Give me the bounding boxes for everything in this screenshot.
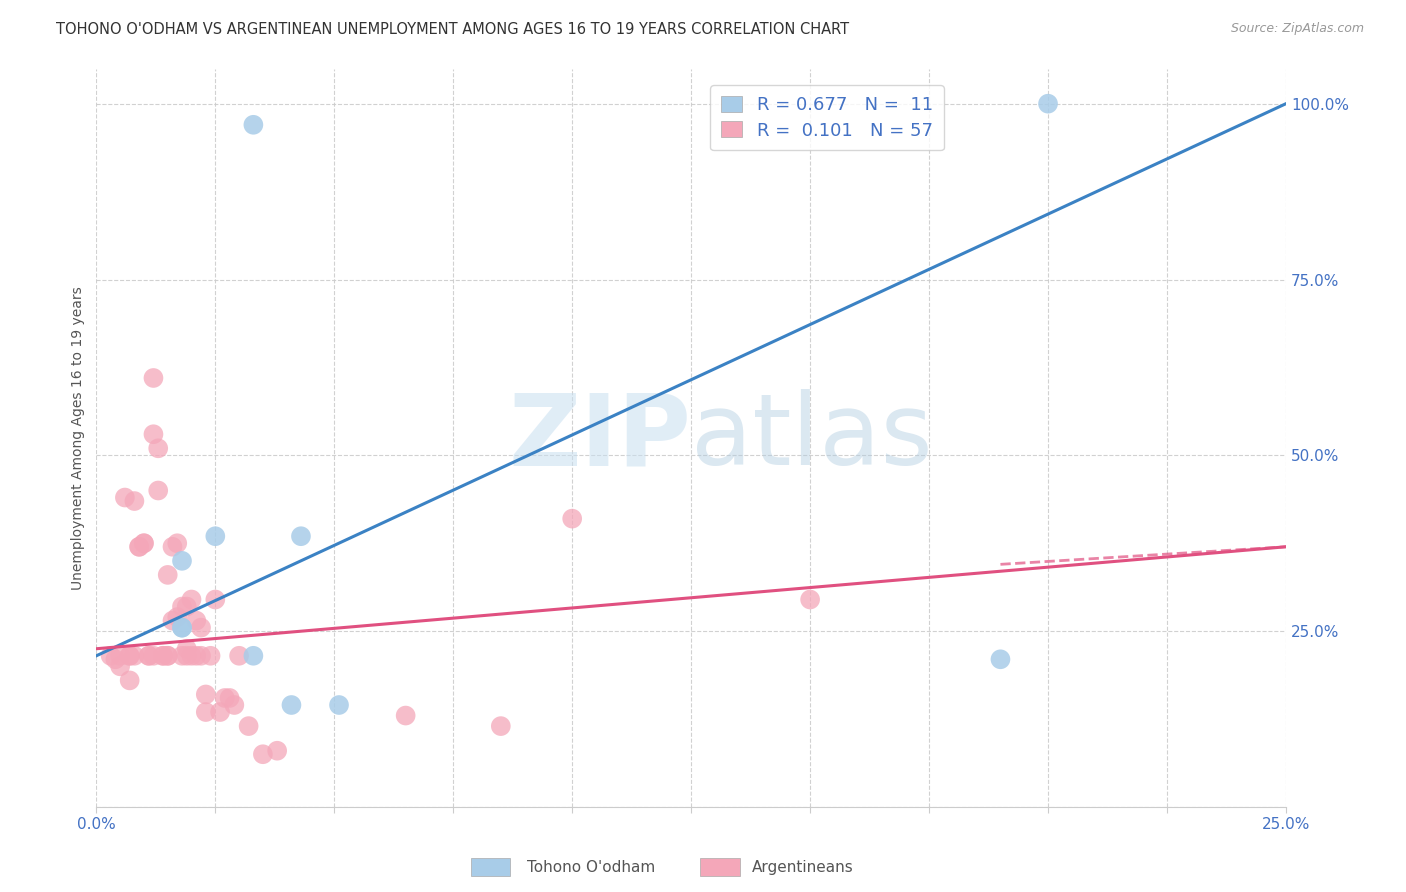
Text: Source: ZipAtlas.com: Source: ZipAtlas.com: [1230, 22, 1364, 36]
Point: [186, 648, 208, 663]
Point: [204, 592, 226, 607]
Point: [176, 641, 198, 656]
Point: [209, 705, 232, 719]
Point: [124, 648, 146, 663]
Point: [242, 648, 264, 663]
Point: [290, 529, 312, 543]
Point: [142, 427, 165, 442]
Point: [190, 621, 212, 635]
Point: [238, 719, 260, 733]
Point: [186, 614, 208, 628]
Point: [156, 568, 179, 582]
Text: TOHONO O'ODHAM VS ARGENTINEAN UNEMPLOYMENT AMONG AGES 16 TO 19 YEARS CORRELATION: TOHONO O'ODHAM VS ARGENTINEAN UNEMPLOYME…: [56, 22, 849, 37]
Point: [1036, 96, 1059, 111]
Point: [561, 511, 583, 525]
Point: [128, 540, 150, 554]
Text: Tohono O'odham: Tohono O'odham: [527, 860, 655, 874]
Point: [190, 648, 212, 663]
Point: [152, 648, 174, 663]
Legend: R = 0.677   N =  11, R =  0.101   N = 57: R = 0.677 N = 11, R = 0.101 N = 57: [710, 85, 943, 151]
Point: [176, 648, 198, 663]
Point: [108, 659, 131, 673]
Text: Argentineans: Argentineans: [752, 860, 853, 874]
Point: [180, 648, 202, 663]
Point: [170, 648, 193, 663]
Point: [138, 648, 160, 663]
Point: [166, 536, 188, 550]
Point: [180, 592, 202, 607]
Point: [142, 648, 165, 663]
Point: [162, 540, 184, 554]
Point: [176, 599, 198, 614]
Point: [108, 648, 131, 663]
Point: [218, 690, 240, 705]
Point: [162, 614, 184, 628]
Point: [114, 491, 136, 505]
Point: [194, 688, 217, 702]
Point: [142, 371, 165, 385]
Point: [128, 540, 150, 554]
Point: [224, 698, 246, 712]
Point: [152, 648, 174, 663]
Y-axis label: Unemployment Among Ages 16 to 19 years: Unemployment Among Ages 16 to 19 years: [72, 285, 86, 590]
Point: [214, 690, 236, 705]
Point: [395, 708, 418, 723]
Point: [799, 592, 821, 607]
Point: [166, 610, 188, 624]
Point: [148, 442, 170, 456]
Point: [204, 529, 226, 543]
Point: [100, 648, 122, 663]
Point: [280, 698, 302, 712]
Point: [170, 599, 193, 614]
Text: atlas: atlas: [692, 389, 932, 486]
Point: [148, 483, 170, 498]
Point: [170, 621, 193, 635]
Point: [118, 648, 141, 663]
Point: [252, 747, 274, 762]
Point: [118, 673, 141, 688]
Point: [132, 536, 155, 550]
Point: [990, 652, 1012, 666]
Point: [328, 698, 350, 712]
Point: [228, 648, 250, 663]
Point: [156, 648, 179, 663]
Point: [124, 494, 146, 508]
Point: [170, 554, 193, 568]
Point: [156, 648, 179, 663]
Point: [489, 719, 512, 733]
Point: [118, 648, 141, 663]
Text: ZIP: ZIP: [509, 389, 692, 486]
Point: [138, 648, 160, 663]
Point: [200, 648, 222, 663]
Point: [170, 621, 193, 635]
Point: [104, 652, 127, 666]
Point: [266, 744, 288, 758]
Point: [242, 118, 264, 132]
Point: [194, 705, 217, 719]
Point: [132, 536, 155, 550]
